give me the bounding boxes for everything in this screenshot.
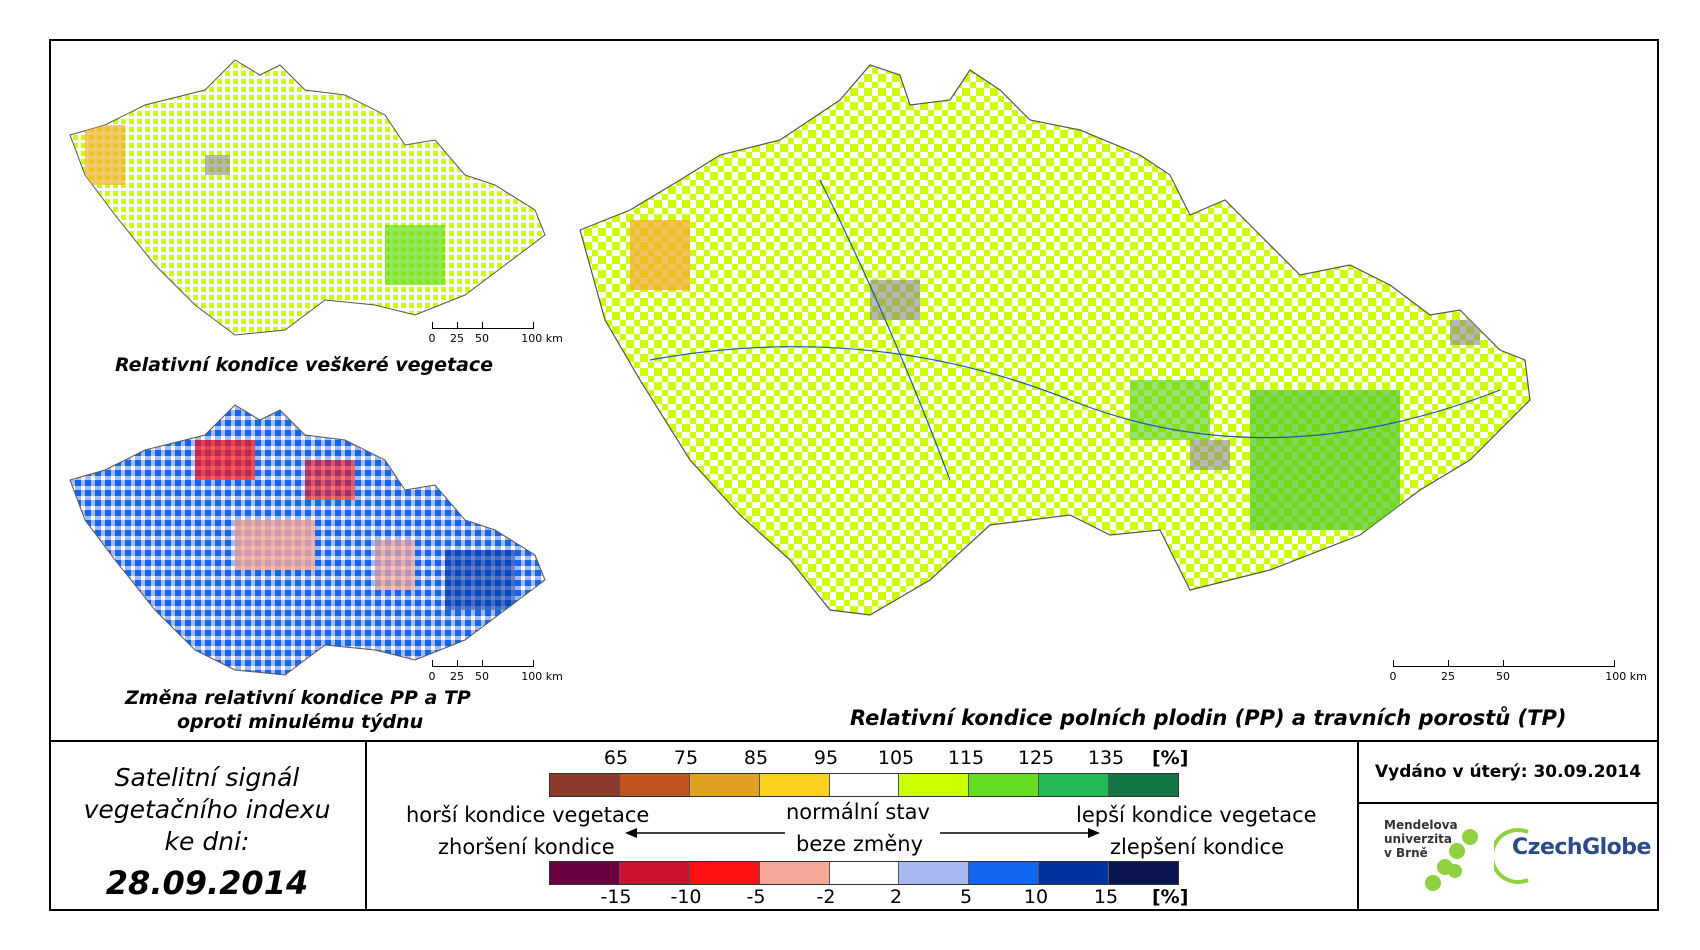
satellite-line1: Satelitní signál [114,763,300,792]
better-condition-label: lepší kondice vegetace [1076,803,1317,827]
change-swatch [1039,862,1110,884]
normal-state-label: normální stav [786,800,930,824]
mendel-line2: univerzita [1384,832,1453,846]
scale-label: 25 [450,670,464,683]
bottom-left-caption-line1: Změna relativní kondice PP a TP [125,687,471,709]
scale-label: 50 [475,670,489,683]
issued-date: Vydáno v úterý: 30.09.2014 [1359,742,1657,804]
info-row: Satelitní signál vegetačního indexu ke d… [49,740,1659,911]
vegetation-condition-map [69,59,546,336]
worse-condition-label: horší kondice vegetace [406,803,650,827]
condition-color-bar [549,773,1179,797]
improvement-label: zlepšení kondice [1110,835,1284,859]
main-caption: Relativní kondice polních plodin (PP) a … [850,706,1567,730]
satellite-line3: ke dni: [164,827,250,856]
change-tick-label: 10 [1023,886,1049,908]
figure-frame [49,39,1659,911]
change-tick-label: -15 [600,886,632,908]
czechglobe-logo: CzechGlobe [1512,835,1651,860]
scale-label: 0 [428,332,436,345]
condition-tick-label: 75 [673,747,699,769]
top-left-caption: Relativní kondice veškeré vegetace [115,354,494,376]
main-map [579,64,1531,616]
change-tick-label: -2 [816,886,836,908]
no-change-label: beze změny [796,832,924,856]
bottom-left-caption-line2: oproti minulému týdnu [177,711,424,733]
scale-label: 0 [428,670,436,683]
satellite-info: Satelitní signál vegetačního indexu ke d… [49,742,367,911]
mendel-dots-icon [1425,829,1478,891]
change-swatch [829,862,900,884]
change-swatch [759,862,830,884]
condition-swatch [759,774,830,796]
condition-tick-label: 105 [877,747,915,769]
right-arrow-icon [940,828,1100,838]
change-tick-label: 15 [1093,886,1119,908]
change-swatch [619,862,690,884]
change-tick-label: 5 [959,886,973,908]
condition-swatch [969,774,1040,796]
scale-label: 50 [475,332,489,345]
publisher-info: Vydáno v úterý: 30.09.2014 [1357,742,1657,911]
condition-swatch [829,774,900,796]
condition-tick-label: 65 [603,747,629,769]
scale-label: 100 km [1605,670,1647,683]
condition-tick-label: 115 [947,747,985,769]
mendel-line3: v Brně [1384,846,1428,860]
czechglobe-swoosh-icon [1494,828,1529,884]
scale-label: 0 [1389,670,1397,683]
mendel-line1: Mendelova [1384,818,1458,832]
signal-date: 28.09.2014 [105,864,309,902]
change-tick-label: -10 [670,886,702,908]
change-swatch [969,862,1040,884]
change-tick-label: 2 [889,886,903,908]
change-swatch [689,862,760,884]
change-color-bar [549,861,1179,885]
change-swatch [1109,862,1179,884]
condition-change-map [69,404,546,676]
change-tick-label: -5 [746,886,766,908]
scale-label: 25 [450,332,464,345]
worsening-label: zhoršení kondice [438,835,615,859]
condition-swatch [689,774,760,796]
scale-label: 100 km [521,670,563,683]
condition-swatch [899,774,970,796]
scale-label: 50 [1496,670,1510,683]
condition-tick-label: 95 [813,747,839,769]
condition-swatch [550,774,620,796]
scale-label: 25 [1441,670,1455,683]
left-arrow-icon [625,828,785,838]
condition-tick-label: 125 [1017,747,1055,769]
scale-label: 100 km [521,332,563,345]
change-swatch [899,862,970,884]
change-swatch [550,862,620,884]
condition-unit: [%] [1152,747,1189,769]
condition-swatch [1109,774,1179,796]
change-unit: [%] [1152,886,1189,908]
mendel-university-logo: Mendelova univerzita v Brně [1384,818,1458,860]
condition-tick-label: 135 [1087,747,1125,769]
condition-swatch [1039,774,1110,796]
condition-swatch [619,774,690,796]
satellite-line2: vegetačního indexu [83,795,331,824]
condition-tick-label: 85 [743,747,769,769]
